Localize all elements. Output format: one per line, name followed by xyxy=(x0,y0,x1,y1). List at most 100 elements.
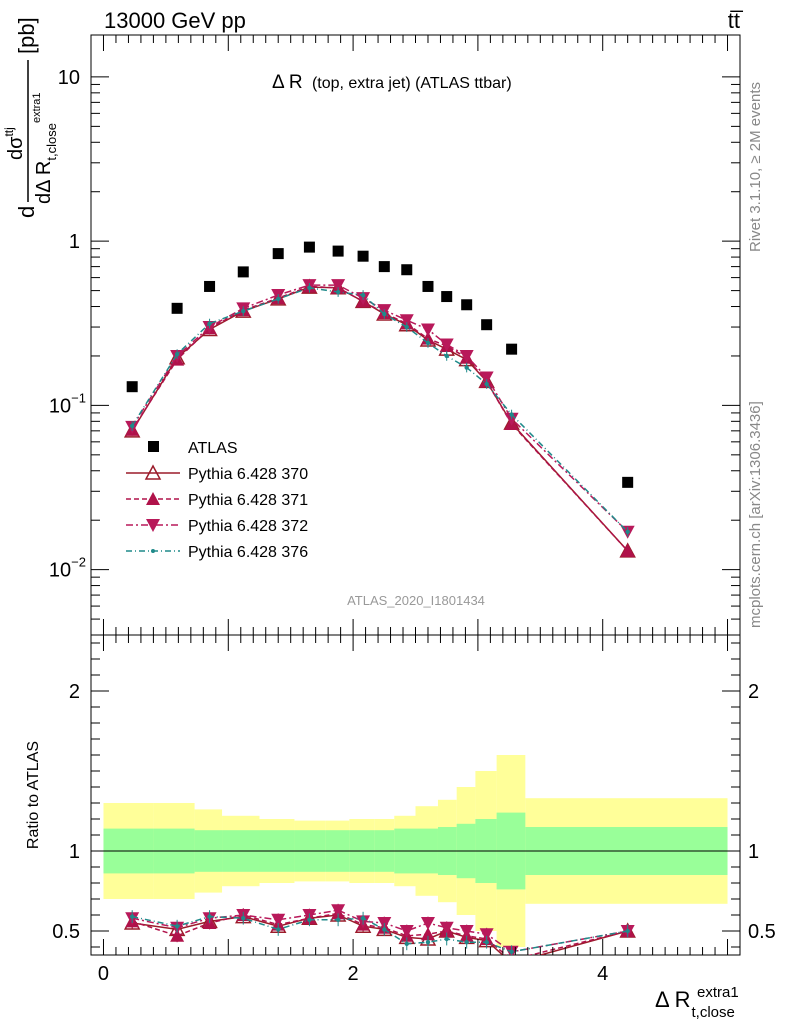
x-tick-label-0: 0 xyxy=(98,963,109,985)
x-tick-label-2: 2 xyxy=(348,963,359,985)
series-line-p376 xyxy=(131,287,629,533)
atlas-data-point xyxy=(237,266,249,278)
ratio-marker-p376 xyxy=(276,927,281,932)
atlas-data-point xyxy=(401,264,413,276)
atlas-data-point xyxy=(461,299,473,311)
y-tick-label-0.01: 10−2 xyxy=(49,555,86,582)
ylabel-dsigma: dσttj xyxy=(2,127,27,160)
ratio-marker-p376 xyxy=(509,949,514,954)
legend-label-atlas: ATLAS xyxy=(188,440,238,457)
x-tick-labels: 0 2 4 xyxy=(98,963,608,985)
ratio-tick-label-0.5-left: 0.5 xyxy=(52,921,80,943)
atlas-data-point xyxy=(422,280,434,292)
ratio-tick-label-2-left: 2 xyxy=(69,681,80,703)
ratio-marker-p376 xyxy=(335,917,341,922)
main-axis-ticks xyxy=(91,35,740,636)
main-y-tick-labels: 10 1 10−1 10−2 xyxy=(49,67,86,582)
plot-title-main: Δ R xyxy=(272,72,303,93)
legend-marker-p376 xyxy=(151,549,155,553)
ratio-marker-p376 xyxy=(625,928,630,934)
series-marker-p376 xyxy=(425,340,431,346)
legend-item-p371: Pythia 6.428 371 xyxy=(126,492,308,509)
y-tick-label-10: 10 xyxy=(58,67,80,89)
ylabel-denominator: dΔ Rt,closeextra1 xyxy=(31,92,59,204)
ratio-marker-p370 xyxy=(511,954,512,955)
legend: ATLAS Pythia 6.428 370 Pythia 6.428 371 … xyxy=(126,440,308,561)
series-marker-p376 xyxy=(129,423,135,429)
series-marker-p372 xyxy=(479,371,494,385)
legend-item-p376: Pythia 6.428 376 xyxy=(126,544,308,561)
ratio-ylabel: Ratio to ATLAS xyxy=(25,741,42,849)
atlas-data-point xyxy=(441,291,453,303)
series-marker-p376 xyxy=(444,353,449,359)
ratio-marker-p372 xyxy=(479,928,494,942)
series-marker-p372 xyxy=(420,323,435,337)
series-marker-p376 xyxy=(241,308,246,314)
series-marker-p376 xyxy=(404,324,409,330)
ratio-marker-p376 xyxy=(464,940,469,945)
ratio-marker-p376 xyxy=(404,941,409,946)
ratio-marker-p376 xyxy=(129,914,135,919)
ratio-marker-p376 xyxy=(307,917,312,922)
series-marker-p376 xyxy=(484,381,489,387)
atlas-data-point xyxy=(378,261,390,273)
ratio-marker-p372 xyxy=(439,921,454,935)
ratio-marker-p376 xyxy=(241,916,246,921)
series-marker-p372 xyxy=(399,314,414,328)
plot-title: Δ R (top, extra jet) (ATLAS ttbar) xyxy=(272,72,512,93)
atlas-data-point xyxy=(272,248,284,260)
series-marker-p376 xyxy=(625,529,630,534)
atlas-data-point xyxy=(622,476,634,488)
atlas-data-point xyxy=(506,343,518,355)
ratio-marker-p372 xyxy=(459,925,474,938)
legend-label-p370: Pythia 6.428 370 xyxy=(188,466,308,483)
x-axis-label-sup: extra1 xyxy=(697,984,739,1001)
ratio-tick-label-2-right: 2 xyxy=(748,681,759,703)
series-marker-p376 xyxy=(276,296,281,302)
ratio-marker-p371 xyxy=(170,928,185,942)
plot-title-rest: (top, extra jet) (ATLAS ttbar) xyxy=(312,75,512,92)
ylabel-unit: [pb] xyxy=(14,17,39,54)
atlas-data-point xyxy=(204,280,216,292)
series-marker-p372 xyxy=(331,279,346,293)
ratio-line-p371 xyxy=(131,912,628,955)
ratio-marker-p376 xyxy=(484,940,489,945)
y-tick-label-1: 1 xyxy=(69,231,80,253)
ylabel-d: d xyxy=(14,206,39,218)
ratio-tick-label-0.5-right: 0.5 xyxy=(748,921,776,943)
ratio-tick-label-1-left: 1 xyxy=(69,841,80,863)
ratio-marker-p372 xyxy=(399,925,414,938)
series-marker-p376 xyxy=(464,365,469,370)
main-series xyxy=(123,241,636,558)
ratio-marker-p372 xyxy=(420,917,435,930)
legend-marker-p372 xyxy=(146,519,160,532)
series-line-p371 xyxy=(131,285,629,552)
legend-item-p370: Pythia 6.428 370 xyxy=(126,464,308,483)
mcplots-label: mcplots.cern.ch [arXiv:1306.3436] xyxy=(747,401,764,628)
legend-item-p372: Pythia 6.428 372 xyxy=(126,518,308,535)
series-marker-p376 xyxy=(307,285,312,291)
ratio-marker-p376 xyxy=(444,936,449,942)
x-tick-label-4: 4 xyxy=(597,963,608,985)
legend-label-p372: Pythia 6.428 372 xyxy=(188,518,308,535)
series-marker-p376 xyxy=(382,311,387,317)
ratio-line-p372 xyxy=(132,909,628,953)
series-marker-p376 xyxy=(174,352,180,357)
series-marker-p376 xyxy=(360,292,366,298)
ratio-marker-p371 xyxy=(420,927,435,941)
ratio-marker-p376 xyxy=(382,927,387,932)
atlas-data-point xyxy=(481,319,493,331)
atlas-data-point xyxy=(357,250,369,262)
series-marker-p371 xyxy=(620,543,635,557)
ratio-marker-p372 xyxy=(331,904,346,918)
ratio-marker-p376 xyxy=(425,940,431,945)
main-ylabel: d dσttj dΔ Rt,closeextra1 [pb] xyxy=(2,17,59,218)
y-tick-label-0.1: 10−1 xyxy=(49,390,86,417)
ratio-marker-p372 xyxy=(271,913,286,927)
series-marker-p376 xyxy=(207,321,212,326)
ratio-axis-ticks xyxy=(91,635,740,955)
series-marker-p372 xyxy=(459,349,474,363)
legend-item-atlas: ATLAS xyxy=(148,440,238,457)
atlas-data-point xyxy=(126,381,138,393)
